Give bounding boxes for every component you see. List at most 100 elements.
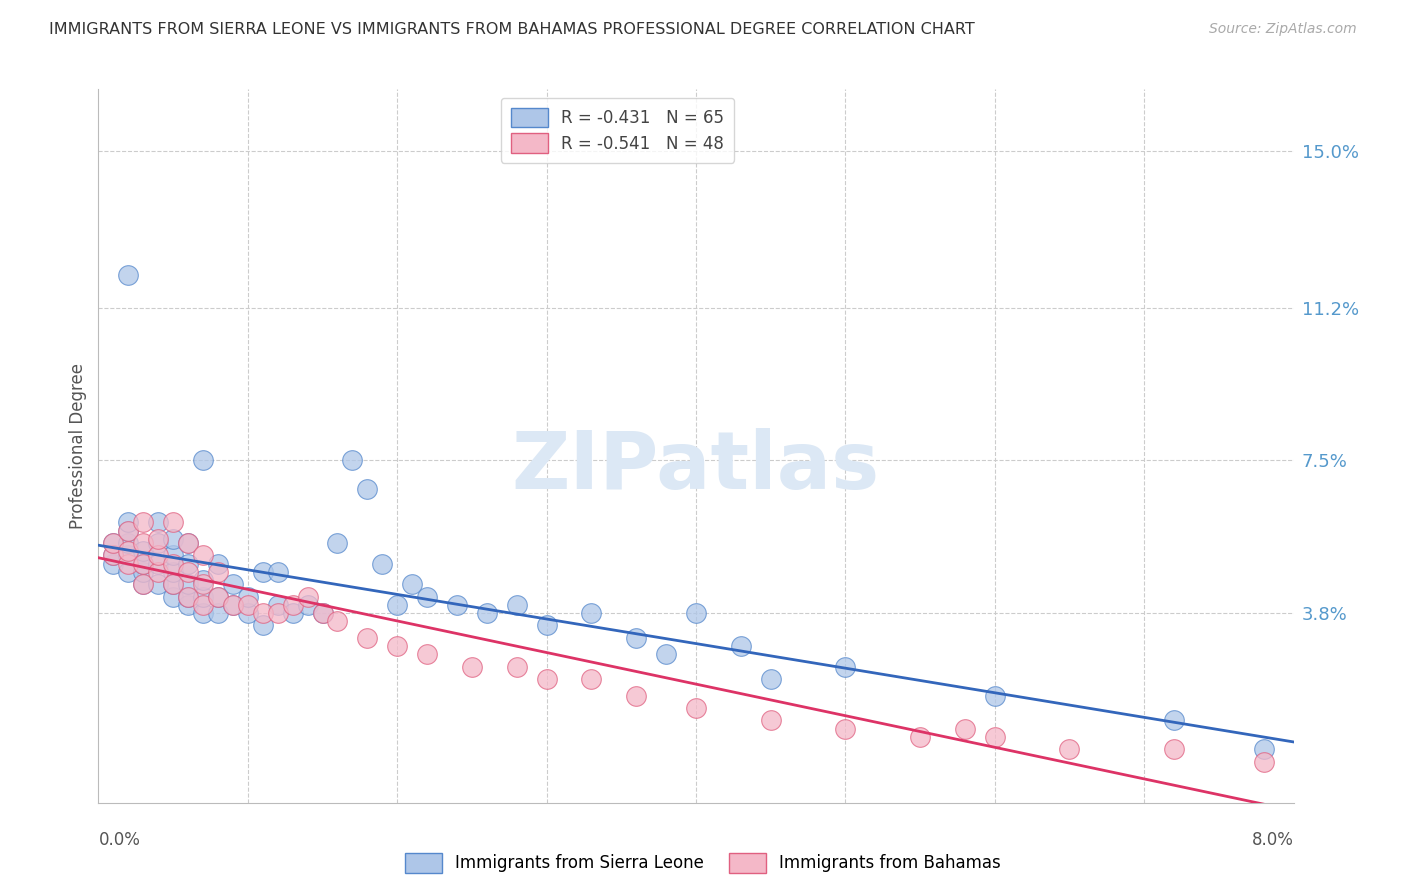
Point	[685, 701, 707, 715]
Point	[162, 577, 184, 591]
Point	[401, 577, 423, 591]
Point	[117, 524, 139, 538]
Point	[446, 598, 468, 612]
Point	[177, 598, 200, 612]
Point	[1163, 742, 1185, 756]
Point	[103, 536, 125, 550]
Point	[162, 516, 184, 530]
Point	[342, 453, 364, 467]
Point	[326, 536, 349, 550]
Point	[506, 659, 529, 673]
Point	[311, 606, 333, 620]
Point	[132, 577, 155, 591]
Point	[191, 573, 214, 587]
Point	[685, 606, 707, 620]
Point	[191, 598, 214, 612]
Text: 8.0%: 8.0%	[1251, 831, 1294, 849]
Point	[461, 659, 484, 673]
Point	[475, 606, 498, 620]
Point	[162, 557, 184, 571]
Point	[117, 557, 139, 571]
Point	[148, 532, 170, 546]
Point	[148, 536, 170, 550]
Point	[222, 598, 245, 612]
Point	[191, 549, 214, 563]
Point	[222, 577, 245, 591]
Point	[908, 730, 931, 744]
Point	[162, 577, 184, 591]
Point	[222, 598, 245, 612]
Point	[281, 606, 304, 620]
Point	[207, 565, 229, 579]
Point	[191, 590, 214, 604]
Point	[297, 590, 319, 604]
Point	[759, 714, 782, 728]
Point	[162, 549, 184, 563]
Point	[267, 565, 290, 579]
Point	[103, 549, 125, 563]
Point	[148, 516, 170, 530]
Point	[132, 544, 155, 558]
Point	[1253, 742, 1275, 756]
Point	[117, 268, 139, 282]
Point	[132, 516, 155, 530]
Point	[177, 557, 200, 571]
Point	[132, 557, 155, 571]
Legend: Immigrants from Sierra Leone, Immigrants from Bahamas: Immigrants from Sierra Leone, Immigrants…	[398, 847, 1008, 880]
Point	[132, 565, 155, 579]
Point	[416, 590, 439, 604]
Point	[177, 590, 200, 604]
Point	[132, 557, 155, 571]
Point	[626, 631, 648, 645]
Point	[356, 483, 378, 497]
Point	[177, 577, 200, 591]
Point	[177, 536, 200, 550]
Point	[311, 606, 333, 620]
Point	[252, 565, 274, 579]
Point	[162, 565, 184, 579]
Point	[416, 648, 439, 662]
Point	[252, 606, 274, 620]
Point	[103, 557, 125, 571]
Point	[385, 598, 409, 612]
Point	[267, 606, 290, 620]
Point	[267, 598, 290, 612]
Text: IMMIGRANTS FROM SIERRA LEONE VS IMMIGRANTS FROM BAHAMAS PROFESSIONAL DEGREE CORR: IMMIGRANTS FROM SIERRA LEONE VS IMMIGRAN…	[49, 22, 974, 37]
Point	[759, 672, 782, 686]
Point	[177, 536, 200, 550]
Point	[191, 606, 214, 620]
Point	[207, 606, 229, 620]
Point	[117, 524, 139, 538]
Point	[953, 722, 976, 736]
Point	[1163, 714, 1185, 728]
Point	[655, 648, 678, 662]
Point	[1059, 742, 1081, 756]
Point	[281, 598, 304, 612]
Point	[132, 536, 155, 550]
Point	[162, 532, 184, 546]
Point	[834, 659, 856, 673]
Point	[371, 557, 394, 571]
Text: ZIPatlas: ZIPatlas	[512, 428, 880, 507]
Point	[148, 557, 170, 571]
Point	[148, 565, 170, 579]
Point	[117, 536, 139, 550]
Point	[626, 689, 648, 703]
Point	[148, 549, 170, 563]
Point	[236, 598, 259, 612]
Point	[191, 453, 214, 467]
Point	[191, 577, 214, 591]
Point	[536, 672, 558, 686]
Point	[207, 590, 229, 604]
Point	[1253, 755, 1275, 769]
Point	[834, 722, 856, 736]
Point	[103, 549, 125, 563]
Point	[236, 590, 259, 604]
Point	[385, 639, 409, 653]
Point	[236, 606, 259, 620]
Point	[506, 598, 529, 612]
Point	[581, 672, 603, 686]
Point	[103, 536, 125, 550]
Point	[536, 618, 558, 632]
Point	[984, 730, 1007, 744]
